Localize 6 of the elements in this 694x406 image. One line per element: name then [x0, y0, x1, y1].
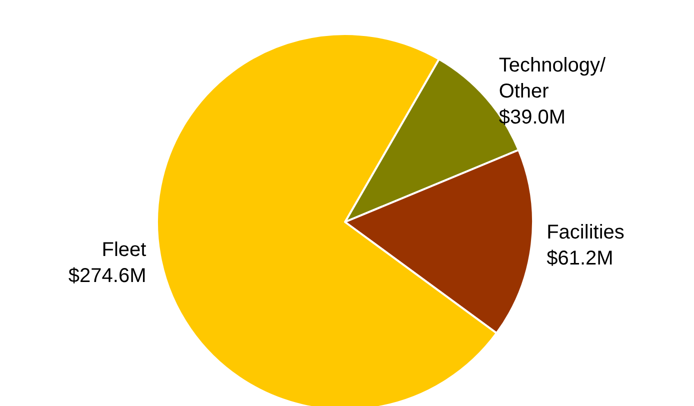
data-label: $39.0M [498, 106, 566, 128]
data-label: $274.6M [68, 264, 146, 287]
data-label: $61.2M [546, 248, 614, 270]
slice-label: Fleet [102, 238, 147, 261]
slice-label: Facilities [546, 222, 624, 244]
slice-label: Technology/ Other [498, 54, 606, 102]
